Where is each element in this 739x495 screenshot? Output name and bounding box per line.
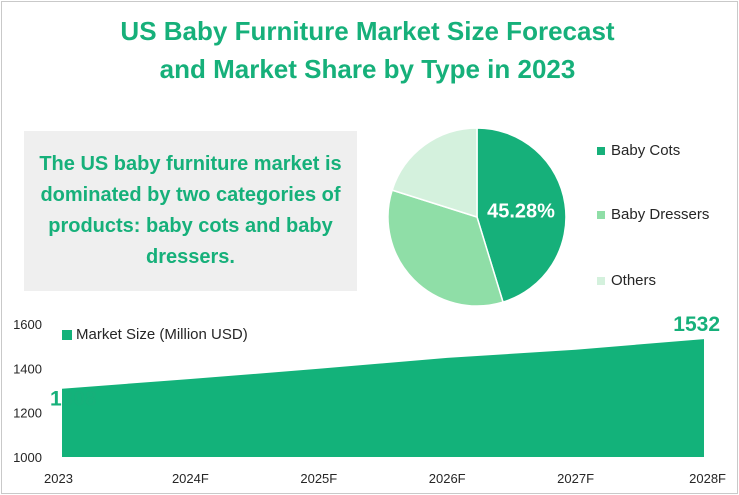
legend-label-baby-cots: Baby Cots <box>611 142 681 159</box>
callout-text: The US baby furniture market is dominate… <box>39 153 342 268</box>
pie-slice-baby-cots <box>476 127 567 304</box>
legend-swatch-baby-dressers <box>597 211 605 220</box>
legend-item-baby-cots: Baby Cots <box>597 142 680 159</box>
legend-item-baby-dressers: Baby Dressers <box>597 206 709 223</box>
x-tick-label: 2024F <box>172 471 209 486</box>
y-tick-label: 1600 <box>13 317 42 332</box>
area-legend: Market Size (Million USD) <box>62 326 248 343</box>
area-data-label: 1308 <box>50 388 97 411</box>
chart-title: US Baby Furniture Market Size Forecast a… <box>0 12 735 88</box>
area-data-label: 1532 <box>673 313 720 336</box>
area-legend-swatch <box>62 330 72 340</box>
legend-swatch-baby-cots <box>597 147 605 156</box>
pie-slice-others <box>391 127 478 219</box>
area-series-market-size <box>62 339 704 457</box>
legend-swatch-others <box>597 277 605 286</box>
title-line-2: and Market Share by Type in 2023 <box>159 54 576 84</box>
legend-label-baby-dressers: Baby Dressers <box>611 206 710 223</box>
y-tick-label: 1400 <box>13 361 42 376</box>
x-tick-label: 2026F <box>429 471 466 486</box>
callout-box: The US baby furniture market is dominate… <box>24 131 357 291</box>
y-tick-label: 1000 <box>13 450 42 465</box>
legend-label-others: Others <box>611 272 657 289</box>
y-tick-label: 1200 <box>13 406 42 421</box>
x-tick-label: 2027F <box>557 471 594 486</box>
x-tick-label: 2028F <box>689 471 726 486</box>
x-tick-label: 2023 <box>44 471 73 486</box>
title-line-1: US Baby Furniture Market Size Forecast <box>120 16 615 46</box>
x-tick-label: 2025F <box>300 471 337 486</box>
pie-label-baby-cots: 45.28% <box>487 200 555 222</box>
area-legend-label: Market Size (Million USD) <box>76 326 248 343</box>
pie-slice-baby-dressers <box>387 189 504 307</box>
legend-item-others: Others <box>597 272 656 289</box>
